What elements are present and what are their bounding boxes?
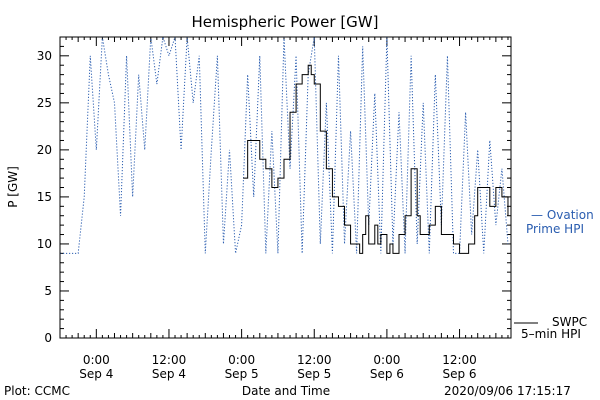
x-tick-label-date: Sep 5 — [225, 367, 259, 381]
y-tick-label: 25 — [37, 96, 52, 110]
x-tick-label-date: Sep 6 — [370, 367, 404, 381]
legend-swpc-line1: SWPC — [552, 315, 587, 329]
y-axis: 0 5 10 15 20 25 30 — [37, 36, 511, 345]
y-tick-label: 30 — [37, 49, 52, 63]
y-tick-label: 20 — [37, 143, 52, 157]
y-tick-label: 5 — [44, 284, 52, 298]
x-tick-label-time: 0:00 — [373, 353, 400, 367]
x-tick-label-time: 12:00 — [297, 353, 332, 367]
y-tick-label: 0 — [44, 331, 52, 345]
x-axis-label: Date and Time — [242, 384, 330, 398]
y-tick-label: 15 — [37, 190, 52, 204]
legend-ovation-line2: Prime HPI — [526, 222, 584, 236]
x-tick-label-time: 0:00 — [83, 353, 110, 367]
x-tick-label-date: Sep 5 — [297, 367, 331, 381]
y-tick-label: 10 — [37, 237, 52, 251]
x-tick-label-date: Sep 4 — [79, 367, 113, 381]
x-tick-label-time: 0:00 — [228, 353, 255, 367]
x-tick-label-time: 12:00 — [442, 353, 477, 367]
footer-plot-credit: Plot: CCMC — [4, 384, 70, 398]
plot-frame — [59, 36, 512, 339]
x-tick-label-date: Sep 4 — [152, 367, 186, 381]
chart-title: Hemispheric Power [GW] — [192, 13, 379, 31]
footer-timestamp: 2020/09/06 17:15:17 — [444, 384, 571, 398]
ovation-line — [60, 36, 509, 254]
legend-swpc-line2: 5–min HPI — [521, 327, 581, 341]
swpc-line — [243, 64, 509, 254]
x-tick-label-time: 12:00 — [152, 353, 187, 367]
swpc-series — [243, 64, 509, 254]
ovation-series — [60, 36, 509, 254]
x-tick-label-date: Sep 6 — [443, 367, 477, 381]
y-axis-label: P [GW] — [6, 166, 20, 208]
legend-ovation-line1: — Ovation — [531, 208, 594, 222]
